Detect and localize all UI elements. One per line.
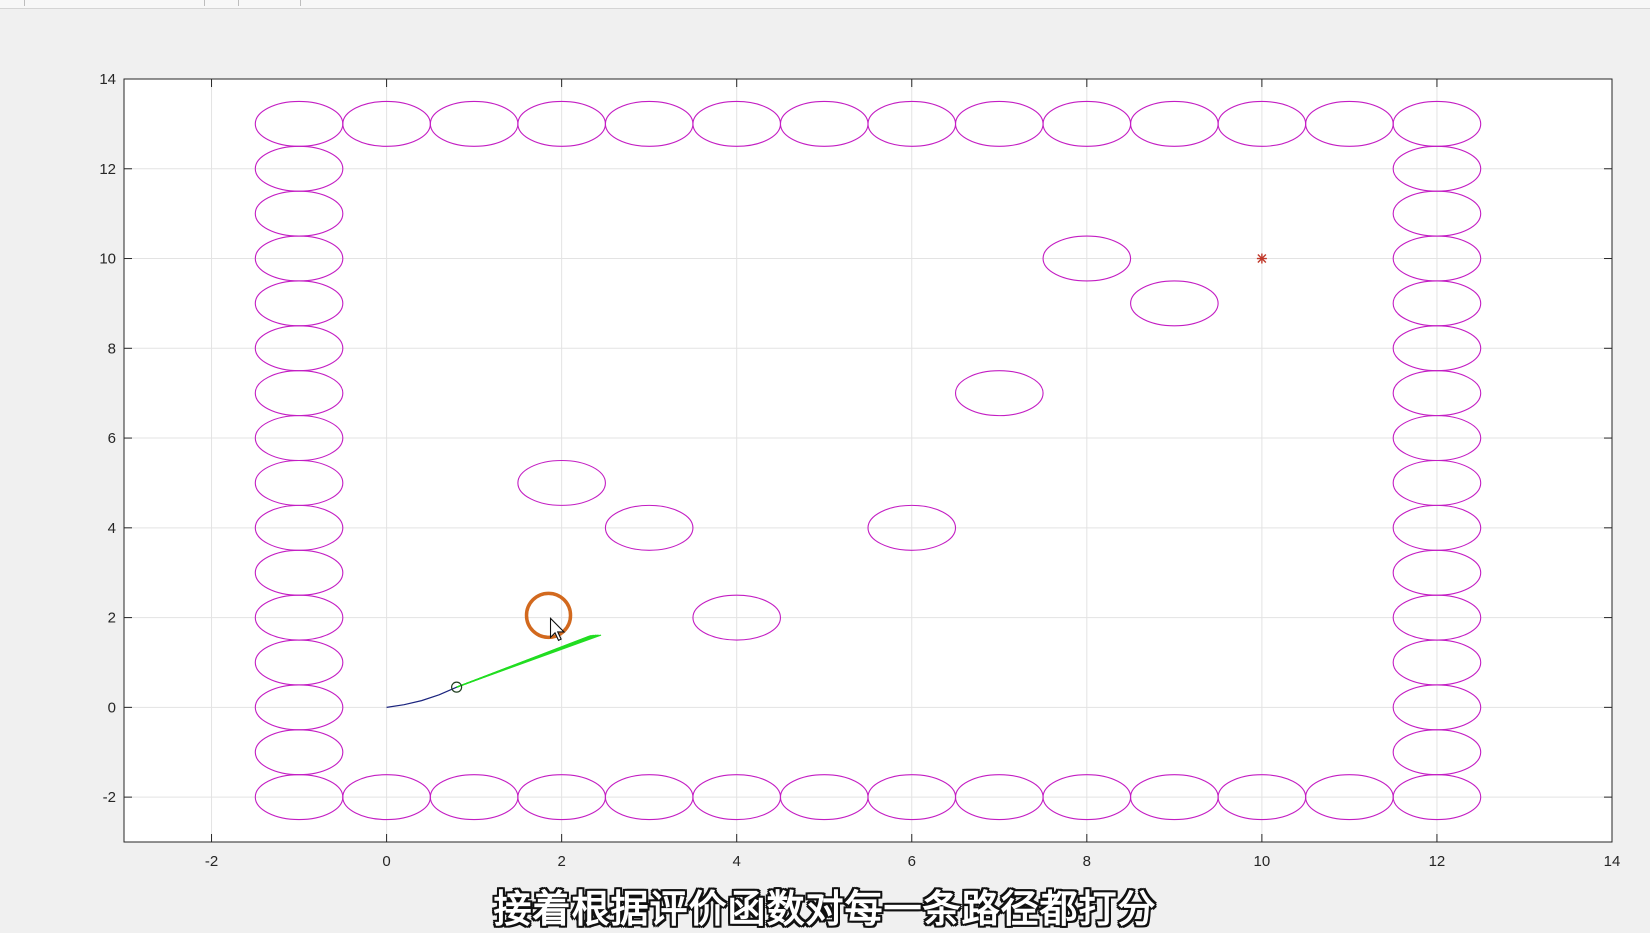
obstacle-circle — [1130, 280, 1219, 327]
x-tick-label: -2 — [205, 853, 218, 870]
obstacle-circle — [1042, 235, 1132, 282]
obstacle-circle — [692, 594, 782, 641]
y-tick-label: 14 — [99, 71, 116, 88]
goal-marker — [1256, 253, 1267, 264]
obstacle-circle — [954, 370, 1044, 417]
goal-marker-stroke — [1257, 254, 1267, 264]
candidate-path — [456, 634, 602, 688]
trajectory-line — [386, 686, 457, 708]
x-tick-label: 10 — [1254, 853, 1271, 870]
figure-toolbar-strip — [0, 0, 1650, 9]
y-tick-label: 10 — [99, 251, 116, 268]
axes-box — [123, 78, 1613, 843]
x-tick-label: 14 — [1604, 853, 1621, 870]
obstacle-circle — [254, 145, 344, 192]
obstacle-circle — [867, 504, 957, 551]
x-tick-label: 2 — [557, 853, 565, 870]
y-tick-label: 4 — [108, 520, 116, 537]
y-tick-label: 6 — [108, 430, 116, 447]
y-tick-label: 2 — [108, 610, 116, 627]
x-tick-label: 4 — [733, 853, 741, 870]
axes-background — [124, 79, 1612, 842]
y-tick-label: 12 — [99, 161, 116, 178]
toolbar-separator — [24, 0, 25, 6]
markers — [451, 253, 1267, 693]
x-tick-label: 6 — [908, 853, 916, 870]
x-tick-label: 8 — [1083, 853, 1091, 870]
x-tick-label: 12 — [1429, 853, 1446, 870]
obstacle-circle — [1392, 145, 1482, 192]
y-tick-label: -2 — [103, 789, 116, 806]
toolbar-separator — [238, 0, 239, 6]
video-subtitle: 接着根据评价函数对每一条路径都打分 — [493, 887, 1157, 931]
obstacle-circle — [604, 504, 694, 551]
mouse-cursor-icon — [549, 617, 566, 642]
candidate-paths — [456, 634, 602, 688]
toolbar-separator — [204, 0, 205, 6]
cursor-highlight-ring — [524, 591, 573, 640]
obstacle-circle — [517, 459, 606, 506]
toolbar-separator — [300, 0, 301, 6]
y-tick-label: 8 — [108, 340, 116, 357]
trajectory — [386, 686, 457, 708]
y-tick-label: 0 — [108, 699, 116, 716]
x-tick-label: 0 — [382, 853, 390, 870]
obstacles — [254, 100, 1482, 821]
robot-marker — [451, 681, 463, 693]
axis-ticks: -2 0 2 4 6 8 10 12 14 -2 0 2 4 6 8 10 12 14 — [99, 71, 1620, 870]
